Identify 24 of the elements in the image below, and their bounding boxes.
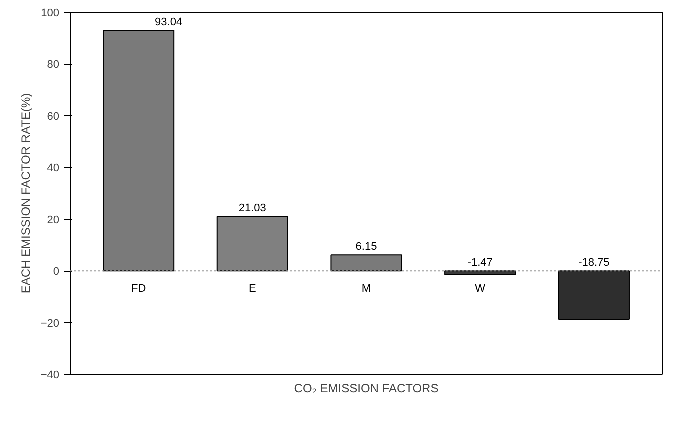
y-tick-label: 60 xyxy=(47,110,60,123)
x-axis-title: CO₂ EMISSION FACTORS xyxy=(294,382,439,396)
bar xyxy=(103,30,175,272)
y-tick-label: 20 xyxy=(47,214,60,226)
bar xyxy=(558,270,630,320)
y-tick-label: 0 xyxy=(53,266,60,278)
data-label: -18.75 xyxy=(578,257,610,270)
y-tick-label: 80 xyxy=(47,59,60,72)
data-label: -1.47 xyxy=(468,257,493,270)
bar xyxy=(330,254,402,272)
x-tick-label: W xyxy=(475,283,486,296)
data-label: 6.15 xyxy=(356,241,378,254)
y-axis-title: EACH EMISSION FACTOR RATE(%) xyxy=(18,93,33,294)
data-label: 93.04 xyxy=(155,16,183,28)
data-label: 21.03 xyxy=(238,202,266,215)
x-tick-label: FD xyxy=(131,283,146,296)
x-tick-label: E xyxy=(248,283,256,296)
y-tick-label: −20 xyxy=(40,318,60,330)
y-tick-label: −40 xyxy=(40,370,60,382)
x-tick-label: M xyxy=(362,283,372,296)
bar xyxy=(444,270,516,276)
y-tick-label: 40 xyxy=(47,162,60,175)
y-tick-label: 100 xyxy=(41,8,60,20)
bar xyxy=(216,216,288,272)
